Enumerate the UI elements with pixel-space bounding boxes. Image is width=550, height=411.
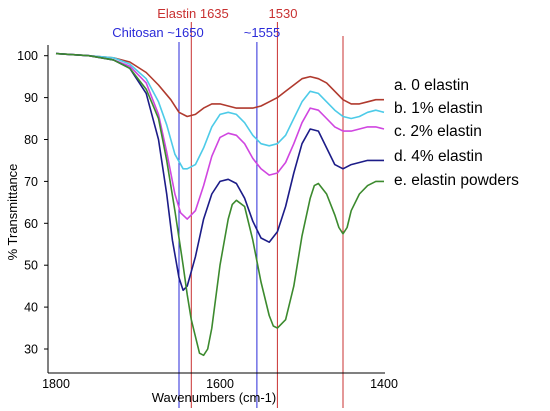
marker-label: Chitosan ~1650 <box>112 25 203 40</box>
y-tick-label: 30 <box>24 343 38 357</box>
legend: a. 0 elastin b. 1% elastin c. 2% elastin d.… <box>394 77 519 189</box>
legend-entry: c. 2% elastin <box>394 123 482 140</box>
series-line <box>55 52 384 357</box>
x-axis-title: Wavenumbers (cm-1) <box>152 390 276 405</box>
marker-labels: Chitosan ~1650 Elastin 1635 ~1555 1530 <box>112 6 297 40</box>
series-lines <box>55 52 385 357</box>
y-tick-label: 100 <box>17 49 38 63</box>
x-tick-label: 1600 <box>206 377 234 391</box>
marker-label: ~1555 <box>244 25 281 40</box>
tick-labels: 30 40 50 60 70 80 90 100 1800 1600 1400 <box>17 49 398 391</box>
x-tick-label: 1800 <box>42 377 70 391</box>
legend-entry: a. 0 elastin <box>394 77 469 94</box>
marker-label: 1530 <box>269 6 298 21</box>
y-axis-title: % Transmittance <box>5 164 20 261</box>
marker-lines <box>178 22 344 408</box>
y-tick-label: 90 <box>24 91 38 105</box>
series-line <box>55 52 384 292</box>
y-tick-label: 70 <box>24 175 38 189</box>
y-tick-label: 60 <box>24 217 38 231</box>
series-line <box>55 52 385 220</box>
y-tick-label: 40 <box>24 301 38 315</box>
legend-entry: e. elastin powders <box>394 172 519 189</box>
marker-label: Elastin 1635 <box>157 6 229 21</box>
axes <box>47 45 385 374</box>
series-line <box>55 52 384 118</box>
series-line <box>55 52 385 170</box>
y-tick-label: 50 <box>24 259 38 273</box>
y-tick-label: 80 <box>24 133 38 147</box>
legend-entry: d. 4% elastin <box>394 148 483 165</box>
legend-entry: b. 1% elastin <box>394 100 483 117</box>
x-tick-label: 1400 <box>370 377 398 391</box>
